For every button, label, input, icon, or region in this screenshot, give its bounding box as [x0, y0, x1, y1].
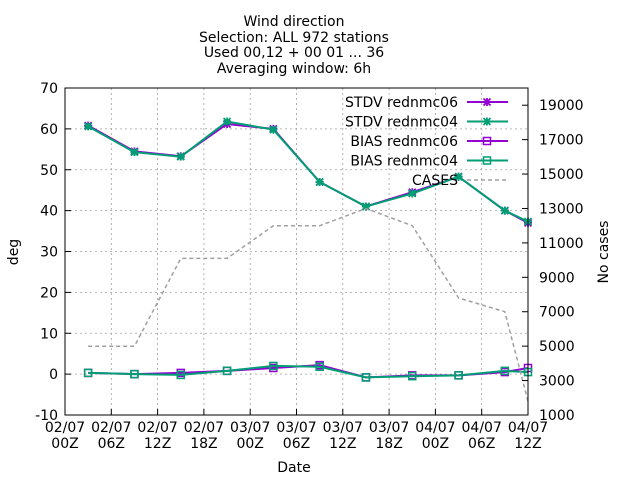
x-tick-label: 12Z [329, 436, 356, 452]
x-tick-label: 06Z [283, 436, 310, 452]
data-point [269, 125, 278, 134]
series-line [87, 120, 529, 223]
x-tick-label: 06Z [468, 436, 495, 452]
x-tick-label: 02/07 [45, 420, 85, 436]
data-point [482, 136, 492, 146]
data-point [500, 366, 510, 376]
data-point [130, 148, 139, 157]
data-point [454, 371, 463, 380]
y-tick-label: 10 [40, 326, 58, 342]
data-point [482, 97, 492, 107]
series-bias-rednmc04 [83, 361, 533, 382]
data-point [176, 370, 185, 380]
legend-label: STDV rednmc04 [345, 115, 458, 131]
x-tick-label: 02/07 [184, 420, 224, 436]
y2-tick-label: 19000 [539, 98, 584, 114]
y2-axis: 1000 3000 5000 7000 9000 11000 13000 15000 17000… [522, 98, 584, 424]
title-line: Used 00,12 + 00 01 ... 36 [204, 45, 384, 61]
data-point [454, 172, 463, 181]
y2-axis-label: No cases [596, 221, 612, 284]
legend-label: BIAS rednmc04 [350, 154, 458, 170]
series-layer [83, 117, 533, 402]
x-tick-label: 04/07 [415, 420, 455, 436]
y2-tick-label: 9000 [539, 270, 575, 286]
x-tick-label: 18Z [190, 436, 217, 452]
x-tick-label: 02/07 [137, 420, 177, 436]
data-point [222, 117, 232, 126]
legend-label: STDV rednmc06 [345, 95, 458, 111]
legend: STDV rednmc06 STDV rednmc04 BIAS rednmc06 B… [345, 95, 508, 189]
y-tick-label: 40 [40, 204, 58, 220]
y-tick-label: 0 [49, 367, 58, 383]
y-tick-label: 50 [40, 163, 58, 179]
x-axis-label: Date [277, 460, 310, 476]
x-tick-label: 00Z [422, 436, 449, 452]
series-stdv-rednmc04 [84, 117, 533, 226]
y-axis: -10 0 10 20 30 40 50 60 70 [35, 81, 71, 424]
data-point [269, 361, 278, 371]
y-tick-label: 30 [40, 245, 58, 261]
title-line: Averaging window: 6h [217, 61, 371, 77]
y-axis-label: deg [6, 239, 22, 265]
x-tick-label: 00Z [236, 436, 263, 452]
title-line: Wind direction [244, 14, 345, 30]
series-line [88, 364, 529, 379]
x-tick-label: 03/07 [276, 420, 316, 436]
data-point [84, 122, 93, 131]
x-tick-label: 12Z [514, 436, 541, 452]
data-point [130, 369, 139, 379]
y2-tick-label: 15000 [539, 167, 584, 183]
data-point [408, 189, 417, 198]
title-line: Selection: ALL 972 stations [199, 30, 389, 46]
y2-tick-label: 7000 [539, 305, 575, 321]
x-axis: 02/0700Z02/0706Z02/0712Z02/0718Z03/0700Z… [45, 409, 548, 452]
data-point [482, 156, 492, 165]
data-point [361, 373, 371, 382]
x-tick-label: 18Z [375, 436, 402, 452]
x-tick-label: 04/07 [508, 420, 548, 436]
data-point [222, 366, 232, 376]
x-tick-label: 03/07 [323, 420, 363, 436]
legend-label: BIAS rednmc06 [350, 134, 458, 150]
y-tick-label: 60 [40, 122, 58, 138]
data-point [176, 152, 185, 161]
data-point [500, 206, 509, 215]
y2-tick-label: 11000 [539, 236, 584, 252]
data-point [83, 368, 93, 378]
x-tick-label: 02/07 [91, 420, 131, 436]
y-tick-label: 20 [40, 285, 58, 301]
y2-tick-label: 5000 [539, 339, 575, 355]
data-point [315, 362, 324, 372]
y2-tick-label: 3000 [539, 374, 575, 390]
y2-tick-label: 13000 [539, 201, 584, 217]
data-point [361, 202, 371, 211]
data-point [482, 117, 492, 126]
y-tick-label: 70 [40, 81, 58, 97]
chart-title: Wind direction Selection: ALL 972 statio… [199, 14, 389, 77]
series-line [88, 207, 529, 402]
y2-tick-label: 17000 [539, 133, 584, 149]
series-bias-rednmc06 [83, 360, 533, 382]
data-point [408, 371, 417, 381]
data-point [315, 177, 324, 187]
y-tick-label: -10 [35, 408, 58, 424]
legend-label: CASES [412, 173, 458, 189]
x-tick-label: 04/07 [462, 420, 502, 436]
y2-tick-label: 1000 [539, 408, 575, 424]
x-tick-label: 03/07 [369, 420, 409, 436]
x-tick-label: 06Z [98, 436, 125, 452]
series-cases [88, 207, 529, 402]
x-tick-label: 03/07 [230, 420, 270, 436]
x-tick-label: 00Z [51, 436, 78, 452]
x-tick-label: 12Z [144, 436, 171, 452]
grid [65, 88, 528, 415]
